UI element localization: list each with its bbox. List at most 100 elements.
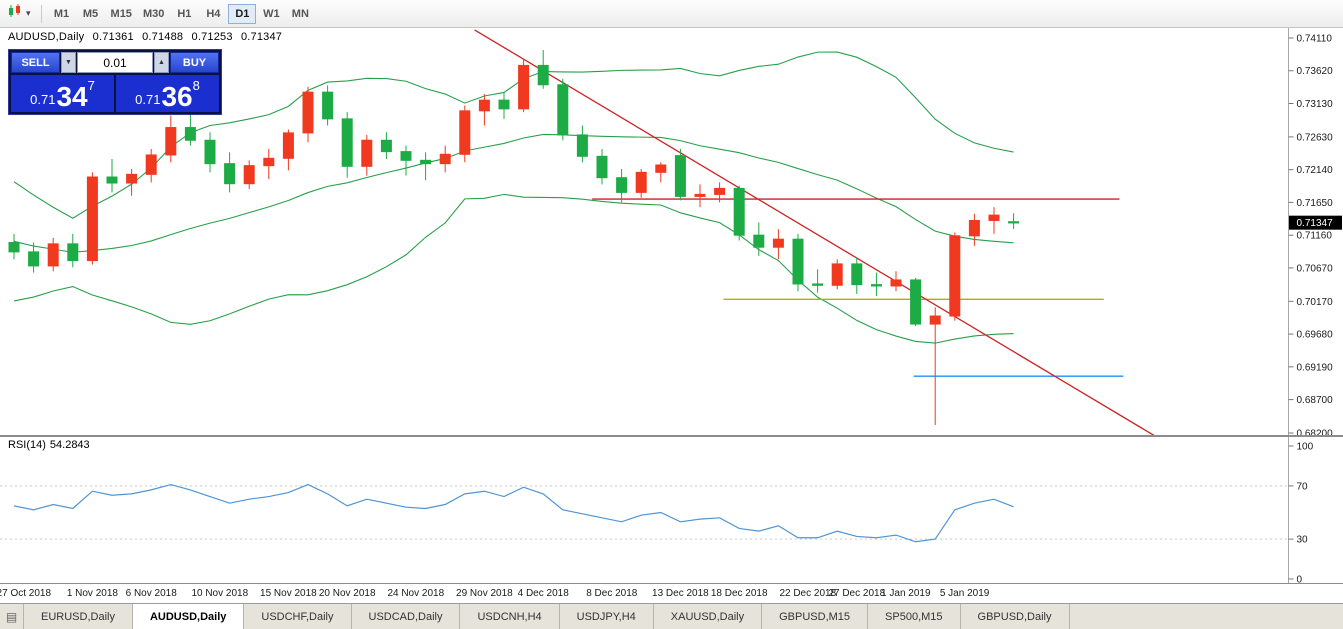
time-axis-label: 1 Jan 2019 [881, 588, 931, 599]
candle [733, 185, 745, 241]
time-axis-label: 20 Nov 2018 [318, 588, 376, 599]
candle-body [949, 235, 961, 317]
candle-body [714, 187, 726, 195]
candle [263, 148, 275, 180]
candle-body [145, 154, 157, 175]
tab-usdjpy-h4[interactable]: USDJPY,H4 [560, 604, 654, 629]
candle [812, 269, 824, 293]
candle-body [851, 263, 863, 286]
candle-body [420, 159, 432, 165]
candle-body [263, 157, 275, 167]
tab-gbpusd-m15[interactable]: GBPUSD,M15 [762, 604, 869, 629]
timeframe-button-m1[interactable]: M1 [48, 4, 76, 24]
candle-body [478, 99, 490, 112]
volume-input[interactable] [77, 52, 153, 73]
candle [282, 129, 294, 171]
bollinger-middle-band [13, 133, 1014, 253]
candle-body [8, 242, 20, 253]
time-axis-label: 10 Nov 2018 [191, 588, 249, 599]
candle-body [772, 238, 784, 248]
candle-body [184, 127, 196, 141]
candle-body [459, 110, 471, 155]
tab-usdchf-daily[interactable]: USDCHF,Daily [244, 604, 352, 629]
buy-button[interactable]: BUY [170, 52, 219, 73]
candle [576, 125, 588, 163]
price-axis-label: 0.69190 [1297, 362, 1334, 373]
buy-price[interactable]: 0.71 36 8 [116, 75, 219, 112]
candle-body [753, 234, 765, 248]
rsi-svg[interactable]: 100 70 30 0 [0, 437, 1343, 583]
timeframe-button-h4[interactable]: H4 [199, 4, 227, 24]
buy-price-pip: 8 [192, 78, 200, 93]
tab-audusd-daily[interactable]: AUDUSD,Daily [132, 604, 245, 629]
bollinger-lower-band [13, 193, 1014, 344]
candle-body [126, 173, 138, 184]
timeframe-button-m5[interactable]: M5 [77, 4, 105, 24]
candle [106, 158, 118, 193]
candle [1008, 213, 1020, 229]
candle [596, 148, 608, 185]
price-axis-label: 0.72140 [1297, 165, 1334, 176]
charts-list-icon[interactable]: ▤ [0, 604, 24, 629]
candle [831, 259, 843, 290]
candle [126, 168, 138, 196]
timeframe-button-w1[interactable]: W1 [257, 4, 285, 24]
timeframe-button-mn[interactable]: MN [286, 4, 314, 24]
candle [224, 152, 236, 193]
tab-gbpusd-daily[interactable]: GBPUSD,Daily [961, 604, 1070, 629]
candle [929, 307, 941, 425]
rsi-header: RSI(14) 54.2843 [8, 439, 94, 451]
current-price-badge [1289, 215, 1342, 230]
candle [459, 105, 471, 163]
timeframe-button-h1[interactable]: H1 [170, 4, 198, 24]
sell-price[interactable]: 0.71 34 7 [11, 75, 114, 112]
candle-body [792, 238, 804, 285]
candle-body [831, 263, 843, 286]
timeframe-button-m15[interactable]: M15 [106, 4, 137, 24]
candle [165, 115, 177, 163]
sell-button[interactable]: SELL [11, 52, 60, 73]
candle-body [165, 127, 177, 156]
price-axis-label: 0.68700 [1297, 395, 1334, 406]
volume-decrease-button[interactable]: ▼ [61, 52, 76, 73]
candle [67, 233, 79, 268]
chart-type-dropdown-icon: ▾ [26, 8, 31, 18]
buy-price-prefix: 0.71 [135, 92, 161, 107]
price-axis-label: 0.69680 [1297, 330, 1334, 341]
tab-usdcnh-h4[interactable]: USDCNH,H4 [460, 604, 560, 629]
time-axis-label: 6 Nov 2018 [125, 588, 177, 599]
candle [28, 242, 40, 273]
candle-body [439, 153, 451, 165]
candle [910, 277, 922, 327]
candle [302, 86, 314, 143]
rsi-line [13, 483, 1014, 543]
timeframe-button-d1[interactable]: D1 [228, 3, 257, 24]
candle-body [596, 155, 608, 179]
tab-xauusd-daily[interactable]: XAUUSD,Daily [654, 604, 763, 629]
candle-body [302, 91, 314, 134]
main-chart-svg[interactable]: 0.74110 0.73620 0.73130 0.72630 0.72140 0.716… [0, 28, 1343, 435]
time-axis-label: 18 Dec 2018 [710, 588, 768, 599]
time-axis[interactable]: 27 Oct 2018 1 Nov 2018 6 Nov 2018 10 Nov 20… [0, 583, 1343, 603]
candle [537, 50, 549, 89]
candle-body [694, 193, 706, 197]
candle-body [968, 219, 980, 237]
tab-usdcad-daily[interactable]: USDCAD,Daily [352, 604, 461, 629]
tab-sp500-m15[interactable]: SP500,M15 [868, 604, 961, 629]
toolbar-separator [40, 4, 42, 23]
candle-body [576, 134, 588, 157]
chart-type-button[interactable]: ▾ [4, 2, 35, 25]
chart-low-value: 0.71253 [191, 31, 233, 43]
timeframe-button-m30[interactable]: M30 [138, 4, 169, 24]
candle-body [733, 187, 745, 236]
candle [498, 92, 510, 119]
tab-eurusd-daily[interactable]: EURUSD,Daily [24, 604, 133, 629]
candle [243, 160, 255, 190]
chart-symbol-label: AUDUSD,Daily [8, 31, 85, 43]
toolbar: ▾ M1 M5 M15 M30 H1 H4 D1 W1 MN [0, 0, 1343, 28]
candle [361, 134, 373, 176]
sell-price-prefix: 0.71 [30, 92, 56, 107]
candle [8, 233, 20, 260]
volume-increase-button[interactable]: ▲ [154, 52, 169, 73]
